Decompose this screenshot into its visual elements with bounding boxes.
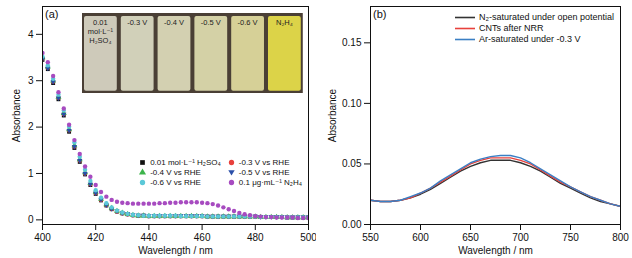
html-text:0.01 mol·L⁻¹ H₂SO₄: 0.01 mol·L⁻¹ H₂SO₄ <box>150 158 221 167</box>
svg-text:480: 480 <box>247 232 264 243</box>
svg-text:3: 3 <box>28 75 34 86</box>
html-text:CNTs after NRR: CNTs after NRR <box>478 23 544 33</box>
html-text:-0.3 V vs RHE: -0.3 V vs RHE <box>238 158 290 167</box>
svg-text:0.15: 0.15 <box>342 37 362 48</box>
svg-text:420: 420 <box>87 232 104 243</box>
svg-text:550: 550 <box>362 232 379 243</box>
svg-text:Absorbance: Absorbance <box>11 88 22 142</box>
svg-text:N₂H₄: N₂H₄ <box>276 18 293 27</box>
svg-text:-0.5 V: -0.5 V <box>201 18 221 27</box>
svg-text:500: 500 <box>300 232 316 243</box>
svg-text:H₂SO₄: H₂SO₄ <box>89 36 111 45</box>
html-text:-0.4 V vs RHE: -0.4 V vs RHE <box>150 168 201 177</box>
svg-text:750: 750 <box>562 232 579 243</box>
svg-text:0.05: 0.05 <box>342 158 362 169</box>
html-text:N₂-saturated under open potent: N₂-saturated under open potential <box>478 12 614 22</box>
svg-text:mol·L⁻¹: mol·L⁻¹ <box>88 27 114 36</box>
html-text:(a): (a) <box>45 8 59 20</box>
svg-text:0.10: 0.10 <box>342 98 362 109</box>
html-text:-0.6 V vs RHE: -0.6 V vs RHE <box>150 178 201 187</box>
svg-text:400: 400 <box>34 232 51 243</box>
svg-text:-0.4 V: -0.4 V <box>164 18 184 27</box>
svg-text:0.01: 0.01 <box>93 18 108 27</box>
html-text:-0.5 V vs RHE: -0.5 V vs RHE <box>238 168 290 177</box>
svg-text:-0.3 V: -0.3 V <box>127 18 147 27</box>
svg-text:0.00: 0.00 <box>342 219 362 230</box>
svg-text:Absorbance: Absorbance <box>327 88 338 142</box>
html-text:0.1 μg·mL⁻¹ N₂H₄: 0.1 μg·mL⁻¹ N₂H₄ <box>238 178 302 187</box>
svg-text:Wavelength / nm: Wavelength / nm <box>458 245 533 256</box>
svg-text:460: 460 <box>194 232 211 243</box>
svg-text:4: 4 <box>28 29 34 40</box>
svg-text:2: 2 <box>28 121 34 132</box>
svg-text:800: 800 <box>612 232 629 243</box>
html-text:(b): (b) <box>373 8 387 20</box>
svg-text:0: 0 <box>28 214 34 225</box>
svg-text:1: 1 <box>28 168 34 179</box>
svg-text:440: 440 <box>141 232 158 243</box>
svg-text:600: 600 <box>412 232 429 243</box>
svg-text:700: 700 <box>512 232 529 243</box>
svg-text:-0.6 V: -0.6 V <box>237 18 257 27</box>
svg-text:Wavelength / nm: Wavelength / nm <box>138 245 213 256</box>
svg-text:650: 650 <box>462 232 479 243</box>
html-text:Ar-saturated under -0.3 V: Ar-saturated under -0.3 V <box>478 34 581 44</box>
